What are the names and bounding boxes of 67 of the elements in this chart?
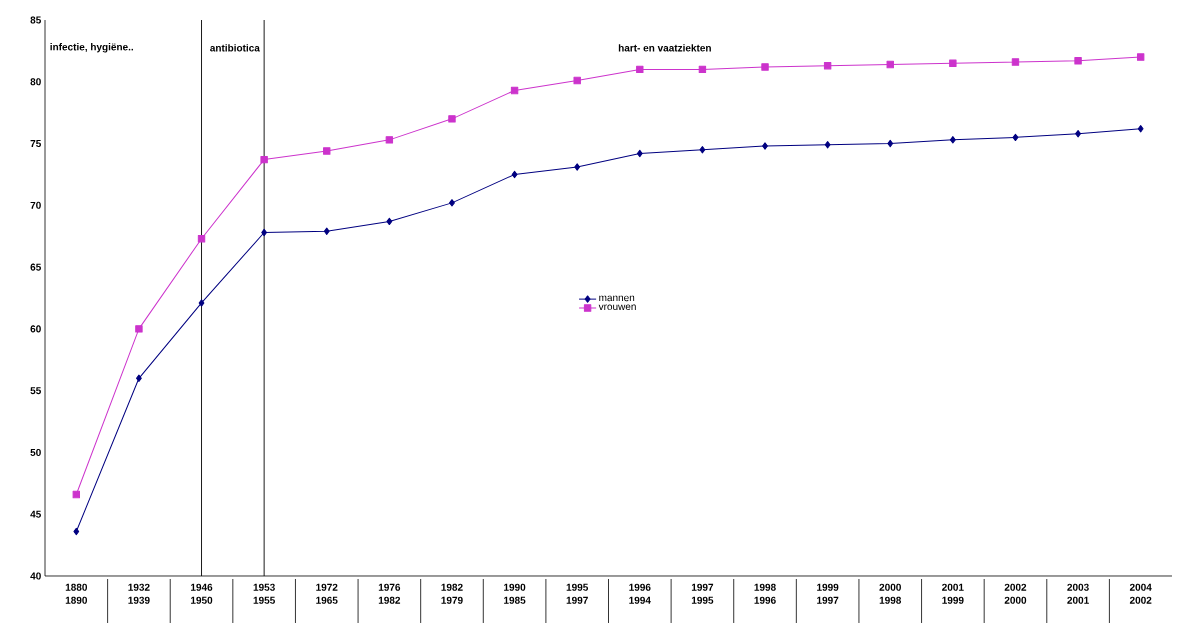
point (1012, 133, 1019, 142)
y-tick-label: 50 (30, 448, 41, 456)
point (260, 155, 268, 164)
y-tick-label: 40 (30, 572, 41, 580)
x-tick-label: 1932 1939 (128, 583, 150, 604)
point (198, 299, 205, 307)
point (323, 227, 330, 235)
point (573, 76, 581, 85)
point (886, 60, 894, 69)
y-tick-label: 70 (30, 201, 41, 209)
point (323, 147, 331, 155)
point (197, 235, 206, 243)
x-tick-label: 1982 1979 (441, 583, 463, 604)
x-tick-label: 2002 2000 (1004, 583, 1027, 604)
point (699, 146, 706, 154)
legend-label: mannen (599, 295, 635, 302)
x-tick-label: 2004 2002 (1129, 583, 1152, 604)
x-tick-label: 1996 1994 (629, 583, 651, 604)
x-tick-label: 1880 1890 (65, 583, 88, 604)
point (636, 65, 644, 74)
y-tick-label: 80 (30, 78, 41, 86)
y-tick-label: 60 (30, 325, 41, 333)
point (636, 149, 643, 158)
point (448, 115, 456, 123)
y-tick-label: 65 (30, 263, 41, 271)
annotation: hart- en vaatziekten (618, 44, 711, 52)
point (386, 217, 393, 226)
x-tick-label: 2003 2001 (1067, 583, 1089, 604)
point (1011, 58, 1020, 66)
point (1074, 57, 1082, 65)
y-tick-label: 55 (30, 387, 41, 395)
x-tick-label: 1946 1950 (191, 583, 213, 604)
point (510, 86, 519, 95)
point (761, 63, 769, 71)
point (574, 163, 581, 171)
y-tick-label: 75 (30, 140, 41, 148)
point (1137, 125, 1144, 133)
point (72, 490, 81, 499)
point (135, 325, 143, 333)
x-tick-label: 1972 1965 (316, 583, 338, 604)
point (73, 527, 80, 536)
x-tick-label: 1998 1996 (754, 583, 776, 604)
x-tick-label: 1999 1997 (817, 583, 839, 604)
x-tick-label: 2000 1998 (879, 583, 902, 604)
x-tick-label: 1997 1995 (691, 583, 714, 604)
point (261, 228, 268, 237)
point (385, 136, 394, 144)
point (511, 170, 518, 179)
x-tick-label: 2001 1999 (942, 583, 964, 604)
point (824, 141, 831, 149)
x-tick-label: 1990 1985 (504, 583, 526, 604)
annotation: infectie, hygiëne.. (50, 43, 134, 53)
x-tick-label: 1953 1955 (253, 583, 275, 604)
point (762, 142, 768, 150)
point (698, 65, 707, 74)
y-tick-label: 85 (30, 16, 41, 24)
point (823, 62, 832, 70)
x-tick-label: 1976 1982 (378, 583, 401, 604)
annotation: antibiotica (210, 44, 260, 52)
point (949, 136, 956, 144)
point (449, 199, 455, 207)
legend-label: vrouwen (598, 304, 636, 311)
x-tick-label: 1995 1997 (566, 583, 589, 604)
point (887, 139, 894, 148)
point (1136, 53, 1145, 61)
y-tick-label: 45 (30, 510, 41, 518)
point (949, 59, 957, 67)
